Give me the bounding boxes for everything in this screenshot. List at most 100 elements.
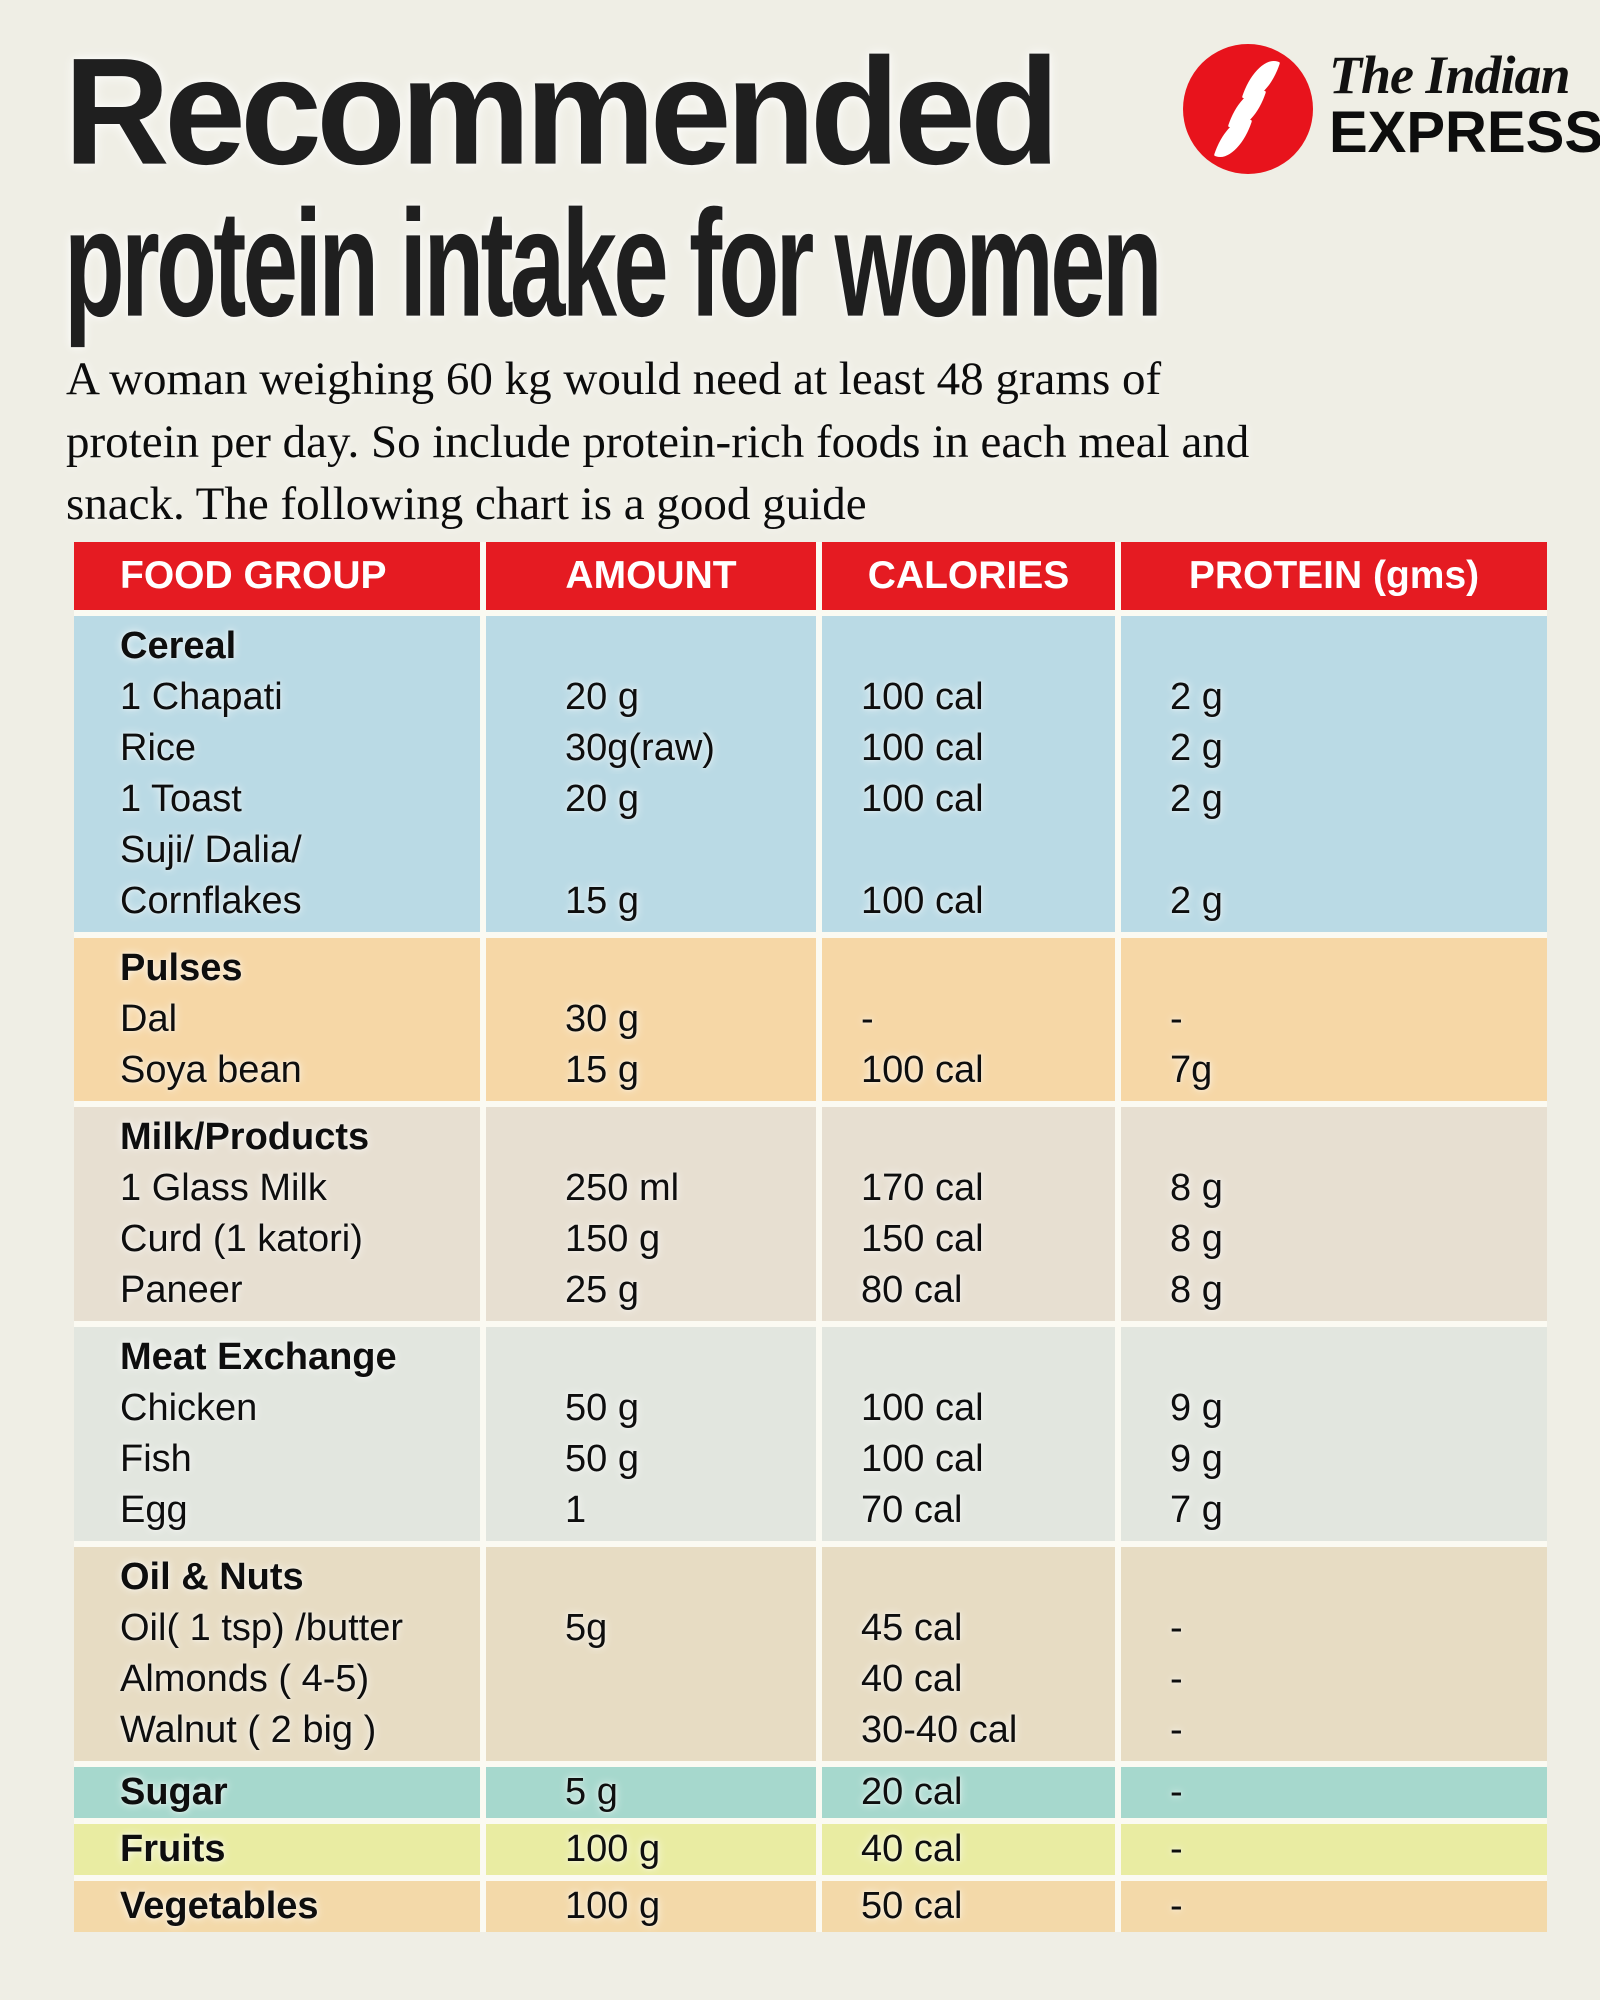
calories-cell: 100 cal (816, 672, 1115, 723)
amount-cell: 150 g (480, 1214, 816, 1265)
calories-cell (816, 938, 1115, 994)
amount-cell (480, 1107, 816, 1163)
amount-cell (480, 1327, 816, 1383)
protein-cell: - (1115, 1824, 1547, 1875)
column-header-amount: AMOUNT (480, 542, 816, 610)
protein-cell: - (1115, 1705, 1547, 1761)
protein-cell: - (1115, 1603, 1547, 1654)
food-cell: Oil( 1 tsp) /butter (74, 1603, 480, 1654)
amount-cell: 100 g (480, 1824, 816, 1875)
protein-cell: 2 g (1115, 723, 1547, 774)
intro-line: protein per day. So include protein-rich… (66, 415, 1250, 468)
food-cell: Rice (74, 723, 480, 774)
calories-cell: 150 cal (816, 1214, 1115, 1265)
calories-cell (816, 1107, 1115, 1163)
page-title: Recommended protein intake for women (64, 36, 1585, 340)
protein-cell: 2 g (1115, 672, 1547, 723)
food-cell: 1 Glass Milk (74, 1163, 480, 1214)
calories-cell: 40 cal (816, 1654, 1115, 1705)
protein-cell (1115, 825, 1547, 876)
protein-cell: - (1115, 1654, 1547, 1705)
protein-cell (1115, 1327, 1547, 1383)
food-cell: Walnut ( 2 big ) (74, 1705, 480, 1761)
calories-cell: 100 cal (816, 723, 1115, 774)
food-cell: Almonds ( 4-5) (74, 1654, 480, 1705)
amount-cell: 30g(raw) (480, 723, 816, 774)
food-cell: 1 Chapati (74, 672, 480, 723)
protein-cell: 2 g (1115, 774, 1547, 825)
food-cell: Curd (1 katori) (74, 1214, 480, 1265)
publisher-name-bottom: EXPRESS (1329, 100, 1600, 165)
protein-cell (1115, 1107, 1547, 1163)
table-section-milk-products: Milk/Products 1 Glass Milk 250 ml 170 cal 8 … (74, 1107, 1547, 1321)
protein-cell: 8 g (1115, 1265, 1547, 1321)
protein-cell: - (1115, 1767, 1547, 1818)
calories-cell: 80 cal (816, 1265, 1115, 1321)
column-header-calories: CALORIES (816, 542, 1115, 610)
calories-cell: 20 cal (816, 1767, 1115, 1818)
section-title-cell: Oil & Nuts (74, 1547, 480, 1603)
food-cell: Cornflakes (74, 876, 480, 932)
publisher-name: The Indian EXPRESS (1329, 48, 1600, 162)
amount-cell (480, 1654, 816, 1705)
calories-cell: 45 cal (816, 1603, 1115, 1654)
amount-cell: 5g (480, 1603, 816, 1654)
amount-cell (480, 1705, 816, 1761)
protein-cell (1115, 616, 1547, 672)
calories-cell (816, 616, 1115, 672)
amount-cell: 1 (480, 1485, 816, 1541)
food-cell: 1 Toast (74, 774, 480, 825)
protein-cell: 8 g (1115, 1163, 1547, 1214)
calories-cell: 100 cal (816, 876, 1115, 932)
table-section-meat-exchange: Meat Exchange Chicken 50 g 100 cal 9 g Fish 50… (74, 1327, 1547, 1541)
calories-cell: 50 cal (816, 1881, 1115, 1932)
section-title-cell: Milk/Products (74, 1107, 480, 1163)
calories-cell: 100 cal (816, 774, 1115, 825)
amount-cell (480, 616, 816, 672)
section-title-cell: Fruits (74, 1824, 480, 1875)
food-table-body: Cereal 1 Chapati 20 g 100 cal 2 g Rice 30g(raw… (74, 616, 1547, 1932)
amount-cell: 100 g (480, 1881, 816, 1932)
table-section-pulses: Pulses Dal 30 g - - Soya bean 15 g 100 cal 7g (74, 938, 1547, 1101)
indian-express-logo-icon (1183, 44, 1313, 174)
calories-cell: 100 cal (816, 1045, 1115, 1101)
food-cell: Chicken (74, 1383, 480, 1434)
protein-cell: 2 g (1115, 876, 1547, 932)
page-title-line1: Recommended (64, 27, 1060, 197)
protein-cell: 7 g (1115, 1485, 1547, 1541)
amount-cell: 20 g (480, 672, 816, 723)
publisher-name-top: The Indian (1329, 45, 1571, 105)
intro-text: A woman weighing 60 kg would need at lea… (66, 348, 1546, 536)
protein-cell: 9 g (1115, 1434, 1547, 1485)
page-title-line2: protein intake for women (64, 179, 1163, 349)
food-cell: Soya bean (74, 1045, 480, 1101)
amount-cell: 15 g (480, 876, 816, 932)
protein-cell (1115, 1547, 1547, 1603)
table-section-cereal: Cereal 1 Chapati 20 g 100 cal 2 g Rice 30g(raw… (74, 616, 1547, 932)
protein-cell: - (1115, 1881, 1547, 1932)
food-table: FOOD GROUP AMOUNT CALORIES PROTEIN (gms)… (74, 542, 1547, 1932)
calories-cell (816, 1327, 1115, 1383)
calories-cell: 100 cal (816, 1383, 1115, 1434)
food-cell: Dal (74, 994, 480, 1045)
amount-cell (480, 938, 816, 994)
table-section-vegetables: Vegetables 100 g 50 cal - (74, 1881, 1547, 1932)
table-section-oil-nuts: Oil & Nuts Oil( 1 tsp) /butter 5g 45 cal - Al… (74, 1547, 1547, 1761)
food-cell: Fish (74, 1434, 480, 1485)
section-title-cell: Pulses (74, 938, 480, 994)
section-title-cell: Cereal (74, 616, 480, 672)
amount-cell: 20 g (480, 774, 816, 825)
food-cell: Egg (74, 1485, 480, 1541)
amount-cell: 50 g (480, 1434, 816, 1485)
calories-cell: 170 cal (816, 1163, 1115, 1214)
table-header-row: FOOD GROUP AMOUNT CALORIES PROTEIN (gms) (74, 542, 1547, 610)
amount-cell: 30 g (480, 994, 816, 1045)
protein-cell: 9 g (1115, 1383, 1547, 1434)
food-cell: Paneer (74, 1265, 480, 1321)
intro-line: snack. The following chart is a good gui… (66, 478, 867, 530)
amount-cell: 15 g (480, 1045, 816, 1101)
calories-cell: 40 cal (816, 1824, 1115, 1875)
amount-cell: 25 g (480, 1265, 816, 1321)
section-title-cell: Vegetables (74, 1881, 480, 1932)
